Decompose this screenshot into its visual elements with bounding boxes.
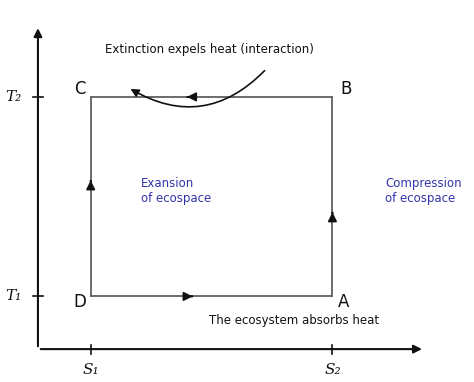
Text: S₂: S₂ <box>324 363 341 377</box>
Text: A: A <box>338 293 349 311</box>
Text: D: D <box>73 293 86 311</box>
Text: S₁: S₁ <box>82 363 99 377</box>
Text: C: C <box>74 80 85 98</box>
Text: The ecosystem absorbs heat: The ecosystem absorbs heat <box>210 314 380 327</box>
Text: Compression
of ecospace: Compression of ecospace <box>385 177 462 205</box>
Text: B: B <box>340 80 351 98</box>
Text: Exansion
of ecospace: Exansion of ecospace <box>141 177 211 205</box>
Text: T₂: T₂ <box>6 90 22 104</box>
Text: T₁: T₁ <box>6 290 22 303</box>
Text: Extinction expels heat (interaction): Extinction expels heat (interaction) <box>105 43 314 56</box>
